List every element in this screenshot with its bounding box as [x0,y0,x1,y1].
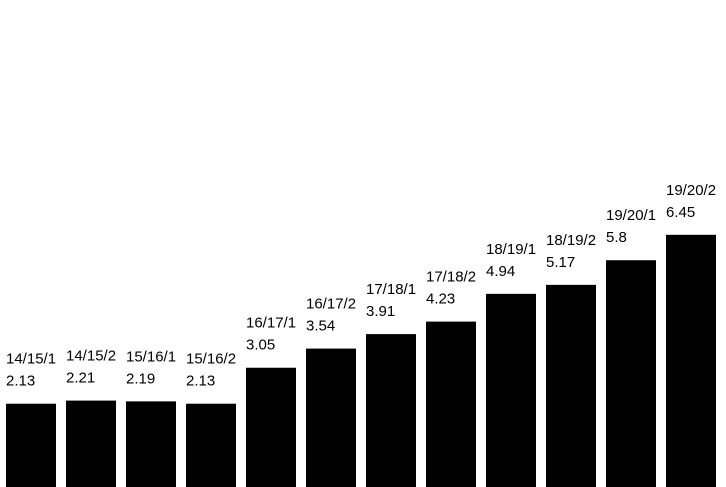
category-label: 19/20/2 [666,182,716,199]
category-label: 18/19/2 [546,232,596,249]
bar-17-18-2 [426,321,476,487]
bar-16-17-1 [246,367,296,487]
value-label: 4.94 [486,263,515,280]
bar-16-17-2 [306,348,356,487]
category-label: 19/20/1 [606,207,656,224]
value-label: 3.05 [246,337,275,354]
category-label: 14/15/2 [66,348,116,365]
category-label: 17/18/1 [366,281,416,298]
value-label: 3.54 [306,318,335,335]
bar-19-20-2 [666,234,716,487]
value-label: 2.21 [66,370,95,387]
value-label: 5.17 [546,254,575,271]
bar-14-15-2 [66,400,116,487]
value-label: 5.8 [606,229,627,246]
category-label: 15/16/1 [126,348,176,365]
bar-19-20-1 [606,260,656,487]
category-label: 16/17/2 [306,296,356,313]
category-label: 16/17/1 [246,315,296,332]
bar-15-16-2 [186,403,236,487]
category-label: 18/19/1 [486,241,536,258]
value-label: 2.13 [6,373,35,390]
bar-18-19-1 [486,293,536,487]
bar-14-15-1 [6,403,56,487]
value-label: 4.23 [426,291,455,308]
value-label: 6.45 [666,204,695,221]
category-label: 15/16/2 [186,351,236,368]
bar-18-19-2 [546,284,596,487]
bar-15-16-1 [126,401,176,487]
value-label: 2.13 [186,373,215,390]
value-label: 2.19 [126,370,155,387]
value-label: 3.91 [366,303,395,320]
category-label: 17/18/2 [426,269,476,286]
bar-17-18-1 [366,334,416,487]
category-label: 14/15/1 [6,351,56,368]
